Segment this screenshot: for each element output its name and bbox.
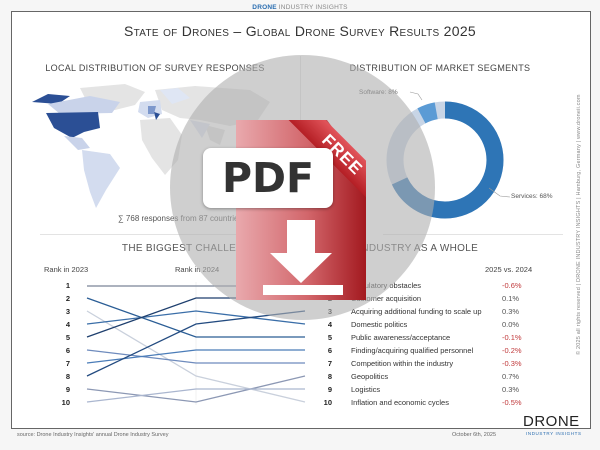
issue-label: Customer acquisition [351, 294, 422, 303]
rank-2023-8: 8 [65, 372, 70, 381]
issue-label: Logistics [351, 385, 381, 394]
rank-2023-6: 6 [65, 346, 70, 355]
rank-2023-10: 10 [61, 398, 70, 407]
rank-2023-1: 1 [65, 281, 70, 290]
segments-section-title: DISTRIBUTION OF MARKET SEGMENTS [349, 63, 531, 73]
page-title: State of Drones – Global Drone Survey Re… [123, 23, 477, 39]
change-value: 0.1% [502, 294, 520, 303]
change-value: 0.3% [502, 385, 520, 394]
logo-drone: DRONE [523, 413, 580, 430]
col-rank-2023: Rank in 2023 [44, 265, 89, 274]
download-arrow-icon [287, 220, 315, 256]
rank-2023-5: 5 [65, 333, 70, 342]
services-label: Services: 68% [511, 193, 553, 200]
col-rank-2024: Rank in 2024 [175, 265, 220, 274]
rank-2023-2: 2 [65, 294, 70, 303]
change-value: 0.7% [502, 372, 520, 381]
brand-drone: DRONE [252, 4, 277, 11]
issue-label: Geopolitics [351, 372, 389, 381]
brand-header: DRONE INDUSTRY INSIGHTS [246, 4, 354, 11]
change-value: -0.6% [502, 281, 522, 290]
rank-2025-7: 7 [327, 359, 332, 368]
change-value: -0.3% [502, 359, 522, 368]
pdf-label: PDF [203, 148, 333, 208]
rank-2025-10: 10 [323, 398, 332, 407]
change-value: -0.5% [502, 398, 522, 407]
download-arrow-head-icon [270, 253, 332, 283]
issue-label: Domestic politics [351, 320, 408, 329]
brand-rest: INDUSTRY INSIGHTS [276, 4, 348, 11]
issue-label: Public awareness/acceptance [351, 333, 451, 342]
logo-subtitle: INDUSTRY INSIGHTS [526, 431, 582, 436]
rank-2025-5: 5 [327, 333, 332, 342]
map-section-title: LOCAL DISTRIBUTION OF SURVEY RESPONSES [45, 63, 265, 73]
change-value: -0.2% [502, 346, 522, 355]
col-change: 2025 vs. 2024 [485, 265, 533, 274]
change-value: -0.1% [502, 333, 522, 342]
change-value: 0.0% [502, 320, 520, 329]
divider-right [383, 234, 563, 235]
rank-2023-3: 3 [65, 307, 70, 316]
rank-2023-9: 9 [65, 385, 70, 394]
issue-label: Competition within the industry [351, 359, 454, 368]
rank-2025-9: 9 [327, 385, 332, 394]
download-tray-icon [263, 285, 343, 295]
rank-2023-7: 7 [65, 359, 70, 368]
rank-2025-8: 8 [327, 372, 332, 381]
rank-2023-4: 4 [65, 320, 70, 329]
rank-2025-4: 4 [327, 320, 332, 329]
change-value: 0.3% [502, 307, 520, 316]
divider-left [40, 234, 265, 235]
issue-label: Inflation and economic cycles [351, 398, 449, 407]
issue-label: Acquiring additional funding to scale up [351, 307, 482, 316]
source-note: source: Drone Industry Insights' annual … [17, 432, 169, 438]
publish-date: October 6th, 2025 [452, 432, 497, 438]
issue-label: Finding/acquiring qualified personnel [351, 346, 474, 355]
rank-2025-6: 6 [327, 346, 332, 355]
